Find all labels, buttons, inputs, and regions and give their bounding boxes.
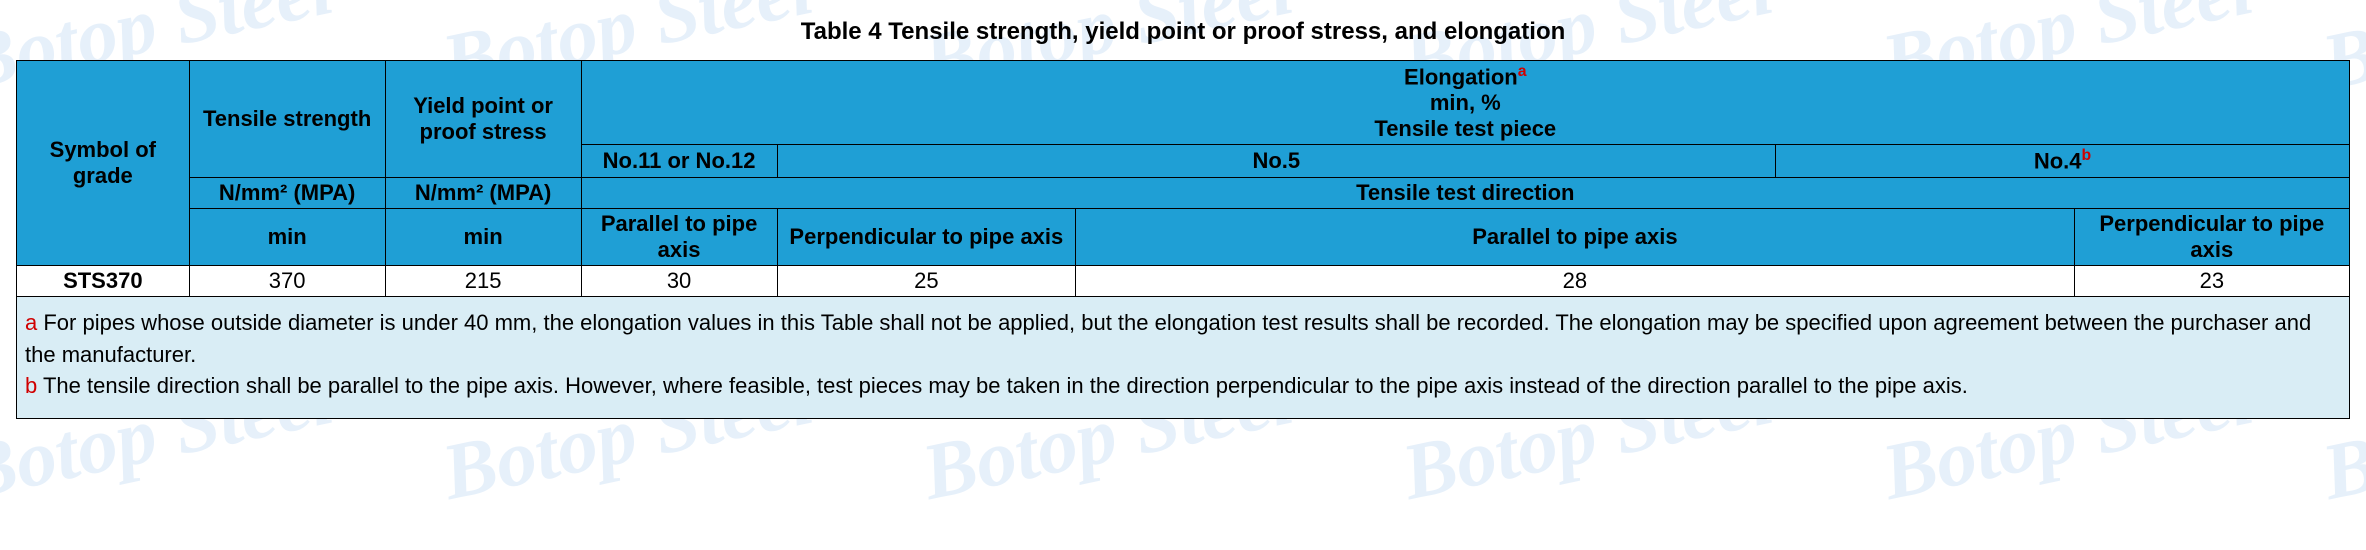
hdr-no4-parallel: Parallel to pipe axis	[1076, 208, 2075, 265]
cell-yield-point: 215	[385, 265, 581, 296]
no4-sup-b: b	[2082, 147, 2092, 164]
notes-cell: a For pipes whose outside diameter is un…	[17, 296, 2350, 419]
hdr-no4-label: No.4	[2034, 149, 2082, 174]
content: Table 4 Tensile strength, yield point or…	[16, 18, 2350, 419]
note-a-text: For pipes whose outside diameter is unde…	[25, 310, 2311, 367]
hdr-yp-min: min	[385, 208, 581, 265]
note-a-label: a	[25, 310, 37, 335]
hdr-no11-12: No.11 or No.12	[581, 145, 777, 177]
table-title: Table 4 Tensile strength, yield point or…	[16, 18, 2350, 46]
note-b-text: The tensile direction shall be parallel …	[37, 373, 1968, 398]
hdr-symbol-of-grade: Symbol of grade	[17, 61, 190, 266]
hdr-tensile-test-direction: Tensile test direction	[581, 177, 2349, 208]
cell-no4-perp: 23	[2074, 265, 2349, 296]
hdr-no5: No.5	[777, 145, 1776, 177]
cell-no5-perp: 25	[777, 265, 1076, 296]
hdr-no1112-parallel: Parallel to pipe axis	[581, 208, 777, 265]
note-b-label: b	[25, 373, 37, 398]
table-row: STS370 370 215 30 25 28 23	[17, 265, 2350, 296]
hdr-no4-perpendicular: Perpendicular to pipe axis	[2074, 208, 2349, 265]
cell-tensile-strength: 370	[189, 265, 385, 296]
cell-grade: STS370	[17, 265, 190, 296]
cell-no4-parallel: 28	[1076, 265, 2075, 296]
hdr-no4: No.4b	[1776, 145, 2350, 177]
hdr-yp-unit: N/mm² (MPA)	[385, 177, 581, 208]
tensile-table: Symbol of grade Tensile strength Yield p…	[16, 60, 2350, 419]
hdr-ts-unit: N/mm² (MPA)	[189, 177, 385, 208]
hdr-elongation-sub: min, %	[1430, 90, 1501, 115]
cell-no1112-parallel: 30	[581, 265, 777, 296]
hdr-elongation: Elongationa min, % Tensile test piece	[581, 61, 2349, 145]
hdr-tensile-strength: Tensile strength	[189, 61, 385, 178]
hdr-elongation-label: Elongation	[1404, 64, 1518, 89]
hdr-ts-min: min	[189, 208, 385, 265]
hdr-yield-point: Yield point or proof stress	[385, 61, 581, 178]
hdr-tensile-test-piece: Tensile test piece	[1374, 116, 1556, 141]
elongation-sup-a: a	[1518, 63, 1527, 80]
hdr-no5-perpendicular: Perpendicular to pipe axis	[777, 208, 1076, 265]
